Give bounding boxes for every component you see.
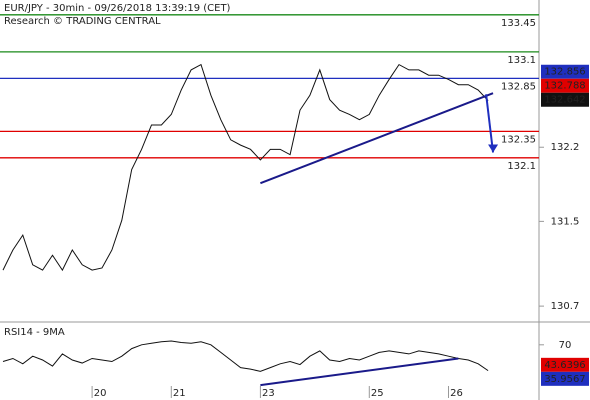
- arrow: [485, 94, 495, 153]
- x-tick-label: 21: [173, 388, 186, 399]
- level-label: 132.35: [501, 134, 536, 145]
- rsi-line: [2, 340, 489, 372]
- x-tick-label: 26: [450, 388, 463, 399]
- chart-title: EUR/JPY - 30min - 09/26/2018 13:39:19 (C…: [4, 3, 231, 14]
- x-tick-label: 25: [371, 388, 384, 399]
- chart-subtitle: Research © TRADING CENTRAL: [4, 16, 161, 27]
- y-tick-label: 70: [559, 340, 572, 351]
- rsi-tag-label: 35.9567: [544, 374, 585, 385]
- rsi-tag: [541, 357, 589, 372]
- level-label: 133.45: [501, 18, 536, 29]
- level-label: 132.85: [501, 81, 536, 92]
- price-tag-label: 132.642: [544, 95, 585, 106]
- y-tick-label: 132.2: [551, 142, 580, 153]
- price-tag: [541, 64, 589, 79]
- price-tag: [541, 78, 589, 93]
- level-label: 132.1: [507, 161, 536, 172]
- y-tick-label: 130.7: [551, 301, 580, 312]
- price-tag-label: 132.856: [544, 67, 585, 78]
- y-tick-label: 131.5: [551, 216, 580, 227]
- price-tag: [541, 92, 589, 107]
- level-label: 133.1: [507, 55, 536, 66]
- x-tick-label: 20: [94, 388, 107, 399]
- price-line: [2, 63, 489, 272]
- trendline: [260, 92, 494, 185]
- arrow-head: [488, 144, 499, 153]
- rsi-tag: [541, 371, 589, 386]
- price-tag-label: 132.788: [544, 81, 585, 92]
- rsi-title: RSI14 - 9MA: [4, 327, 65, 338]
- rsi-tag-label: 43.6396: [544, 360, 585, 371]
- x-tick-label: 23: [262, 388, 275, 399]
- rsi-trendline: [260, 357, 459, 387]
